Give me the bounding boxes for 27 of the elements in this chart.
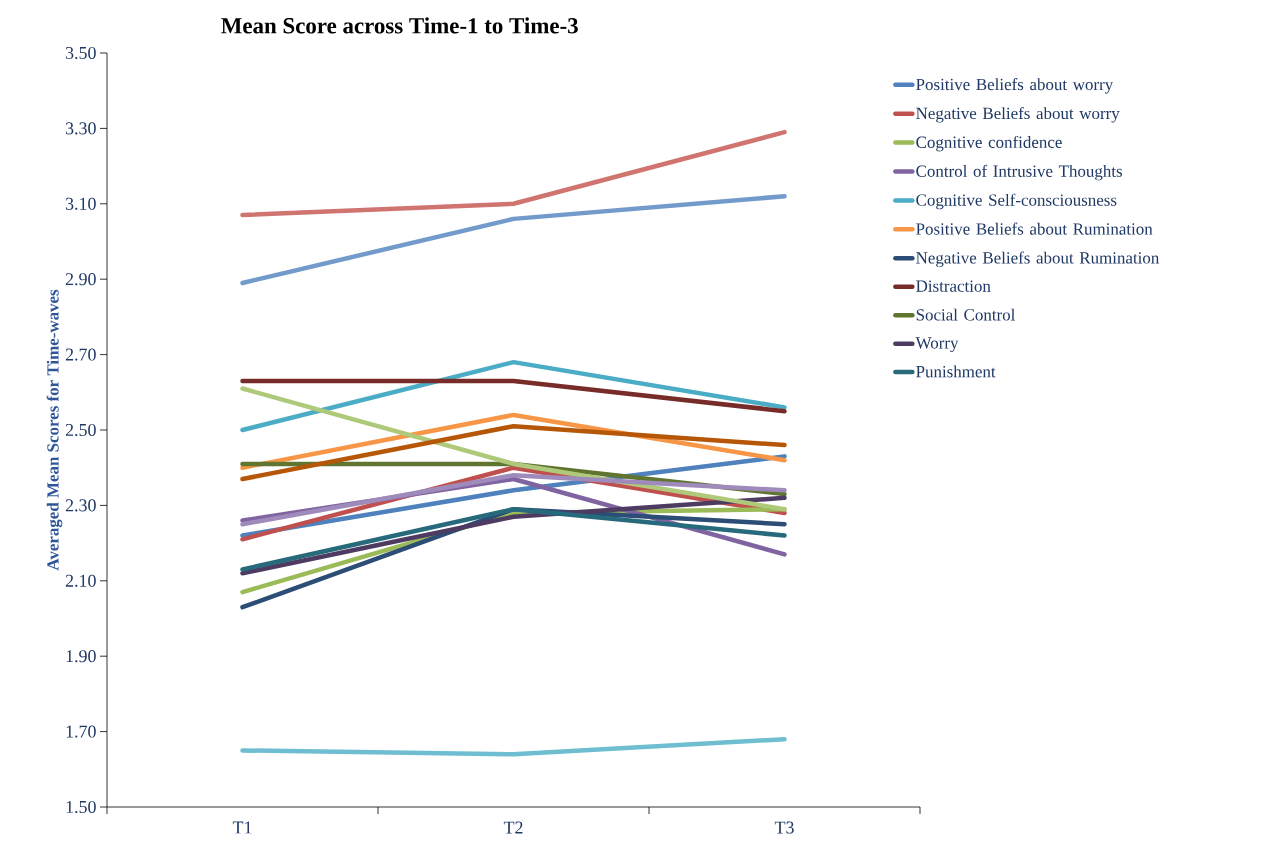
y-axis-title: Averaged Mean Scores for Time-waves — [46, 289, 63, 571]
chart-title: Mean Score across Time-1 to Time-3 — [221, 17, 578, 34]
legend-label: Cognitive Self-consciousness — [916, 193, 1117, 210]
y-tick-label: 2.50 — [65, 423, 96, 437]
legend-label: Cognitive confidence — [916, 135, 1062, 152]
x-tick-label: T1 — [232, 821, 252, 834]
legend-label: Punishment — [916, 365, 996, 378]
legend-label: Distraction — [916, 280, 991, 292]
legend-label: Negative Beliefs about worry — [916, 106, 1120, 123]
legend-label: Worry — [915, 337, 959, 353]
y-tick-label: 2.30 — [65, 499, 96, 512]
legend-label: Positive Beliefs about Rumination — [916, 222, 1153, 235]
legend-label: Positive Beliefs about worry — [916, 78, 1114, 94]
y-tick-label: 1.70 — [66, 725, 96, 738]
y-tick-label: 2.70 — [65, 348, 96, 361]
x-tick-label: T3 — [774, 821, 794, 834]
y-tick-label: 3.30 — [65, 122, 96, 135]
y-tick-label: 1.50 — [66, 800, 96, 814]
y-tick-label: 2.10 — [65, 574, 96, 587]
legend-label: Negative Beliefs about Rumination — [916, 251, 1160, 268]
legend-label: Control of Intrusive Thoughts — [916, 164, 1122, 181]
y-tick-label: 3.50 — [65, 46, 96, 60]
legend-label: Social Control — [916, 308, 1016, 321]
y-tick-label: 3.10 — [65, 197, 96, 210]
x-tick-label: T2 — [503, 821, 523, 834]
y-tick-label: 1.90 — [66, 650, 96, 663]
y-tick-label: 2.90 — [65, 273, 96, 286]
